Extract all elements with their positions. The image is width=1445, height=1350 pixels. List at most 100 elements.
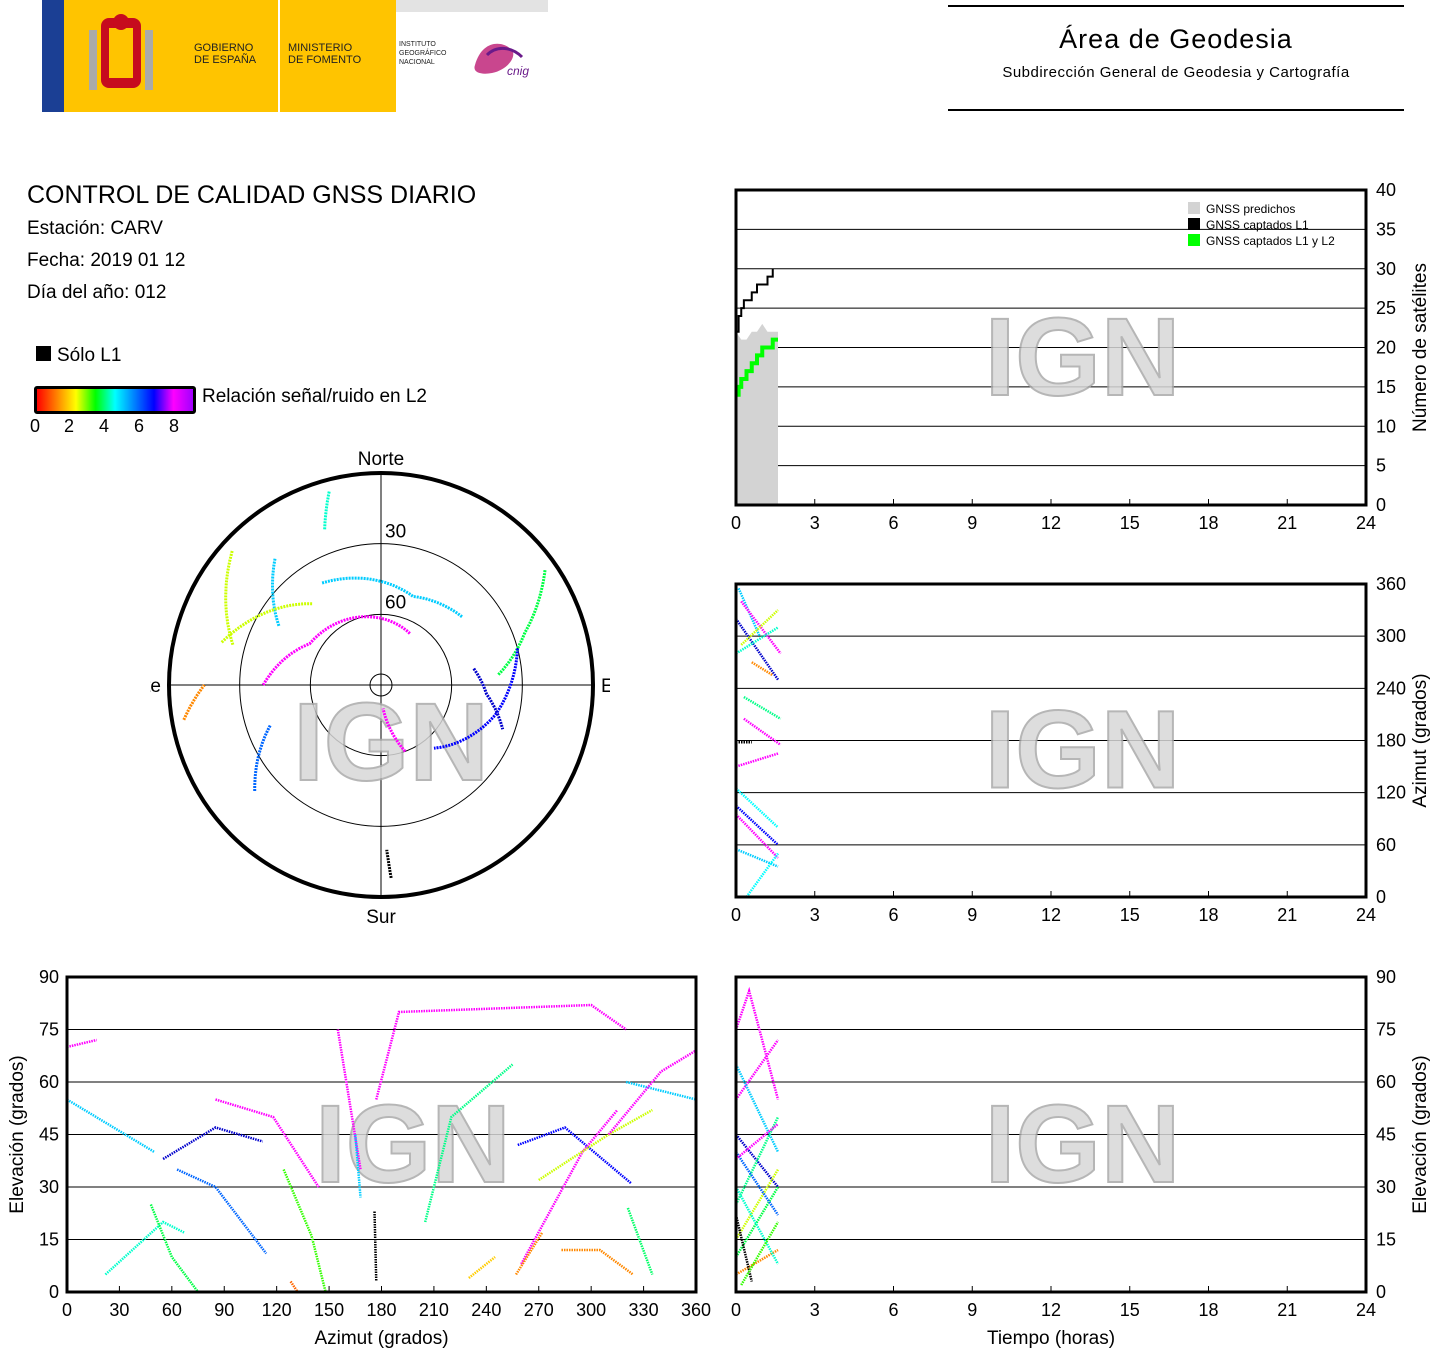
satellite-track [751,661,774,677]
x-tick-label: 15 [1120,1300,1140,1320]
x-tick-label: 24 [1356,905,1376,925]
eu-flag-strip [42,0,64,112]
y-tick-label: 120 [1376,783,1406,803]
x-tick-label: 360 [681,1300,711,1320]
y-tick-label: 35 [1376,219,1396,239]
ign-watermark: IGN [985,296,1181,419]
x-tick-label: 6 [888,905,898,925]
sky-track [220,602,313,644]
y-tick-label: 60 [1376,835,1396,855]
y-tick-label: 45 [1376,1125,1396,1145]
x-tick-label: 0 [731,905,741,925]
satellite-track [735,626,779,655]
y-tick-label: 45 [39,1125,59,1145]
x-tick-label: 24 [1356,1300,1376,1320]
ministerio-line2: DE FOMENTO [288,54,362,66]
snr-tick: 6 [134,416,145,436]
header-area-block: Área de Geodesia Subdirección General de… [948,0,1404,112]
x-tick-label: 6 [888,513,898,533]
count-step-line [736,337,778,397]
satellite-track [66,1098,156,1154]
cnig-logo-icon: cnig [474,43,529,78]
gobierno-text: GOBIERNO DE ESPAÑA [194,42,256,66]
count-step-line [737,268,774,333]
x-tick-label: 9 [967,1300,977,1320]
satellite-track [734,986,780,1100]
plot-frame [734,975,1368,1294]
x-tick-label: 21 [1277,513,1297,533]
sky-track [253,724,272,791]
legend-label: GNSS captados L1 [1206,218,1309,232]
satellite-track [735,1123,779,1160]
x-axis-label: Azimut (grados) [314,1328,448,1349]
x-tick-label: 0 [62,1300,72,1320]
satellite-track [375,1003,627,1100]
elevation-time-chart: 0 15 30 45 60 75 90 0 3 6 9 12 15 18 21 24 IGN Elevación … [731,967,1431,1349]
satellite-track [289,1280,299,1293]
y-tick-label: 240 [1376,678,1406,698]
area-title: Área de Geodesia [1059,24,1293,54]
satellite-track [561,1248,634,1276]
satellite-track [66,1038,97,1049]
azimuth-time-chart: 0 60 120 180 240 300 360 0 3 6 9 12 15 18 21 24 IGN Azimu… [731,574,1431,925]
y-tick-label: 75 [39,1020,59,1040]
satellite-track [517,1126,633,1185]
gobierno-line2: DE ESPAÑA [194,54,257,66]
skyplot: Norte Sur Este Oeste 30 60 IGN [150,449,610,928]
y-tick-label: 180 [1376,731,1406,751]
satellite-track [734,1214,753,1282]
coat-of-arms-icon [89,14,153,90]
snr-colorbar-label: Relación señal/ruido en L2 [202,386,427,407]
satellite-track [734,1186,780,1265]
x-tick-label: 270 [524,1300,554,1320]
sky-track [381,708,407,753]
satellite-track [176,1168,268,1255]
y-axis-label: Azimut (grados) [1410,673,1431,807]
predicted-area [736,323,778,505]
x-tick-label: 15 [1120,905,1140,925]
satellite-track [735,848,779,868]
x-tick-label: 3 [810,1300,820,1320]
legend-swatch [1188,218,1200,230]
satellite-track [514,1231,544,1276]
ign-watermark: IGN [985,1083,1181,1206]
ign-line1: INSTITUTO [399,41,436,48]
l1-only-label: Sólo L1 [57,345,122,366]
x-tick-label: 18 [1198,905,1218,925]
y-tick-label: 60 [1376,1072,1396,1092]
y-tick-label: 0 [1376,495,1386,515]
sky-track [323,491,331,531]
x-tick-label: 30 [109,1300,129,1320]
legend-label: GNSS captados L1 y L2 [1206,234,1335,248]
y-tick-label: 15 [1376,1230,1396,1250]
satellite-track [104,1220,185,1276]
satellite-track [626,1207,654,1275]
x-tick-label: 0 [731,1300,741,1320]
ign-watermark: IGN [293,681,489,804]
x-tick-label: 300 [576,1300,606,1320]
header-top-rule [948,5,1404,7]
x-tick-label: 9 [967,513,977,533]
north-label: Norte [358,449,404,470]
ministerio-text: MINISTERIO DE FOMENTO [288,42,361,66]
ministerio-line1: MINISTERIO [288,42,353,54]
snr-tick: 4 [99,416,110,436]
x-tick-label: 12 [1041,513,1061,533]
legend-swatch [1188,234,1200,246]
ign-watermark: IGN [985,688,1181,811]
satellite-track [282,1169,327,1293]
x-tick-label: 21 [1277,905,1297,925]
satellite-track [607,1049,697,1136]
satellite-track [468,1256,496,1279]
snr-tick: 0 [30,416,41,436]
date-label: Fecha: 2019 01 12 [27,250,186,271]
snr-tick: 2 [64,416,75,436]
satellite-track [743,717,782,746]
x-tick-label: 0 [731,513,741,533]
legend-l1-only: Sólo L1 [36,345,121,367]
x-tick-label: 120 [262,1300,292,1320]
y-tick-label: 75 [1376,1020,1396,1040]
plot-frame [734,188,1368,507]
x-tick-label: 21 [1277,1300,1297,1320]
y-axis-label: Elevación (grados) [1410,1055,1431,1213]
